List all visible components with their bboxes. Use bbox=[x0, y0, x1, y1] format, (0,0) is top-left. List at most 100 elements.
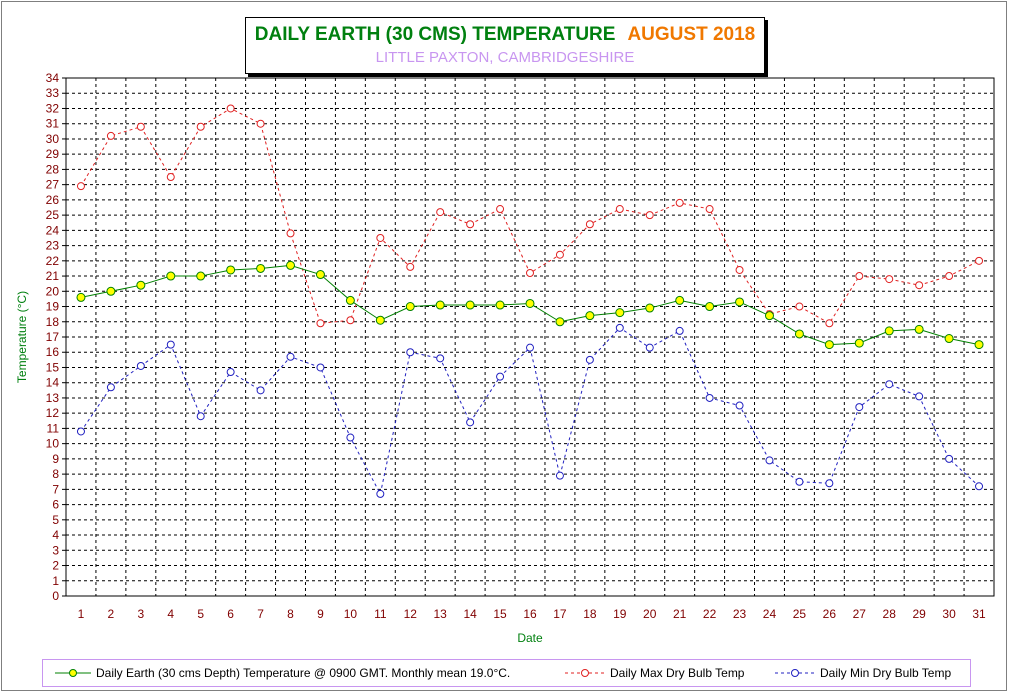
legend-label-max: Daily Max Dry Bulb Temp bbox=[610, 666, 745, 680]
data-point-earth bbox=[794, 329, 804, 339]
title-box: DAILY EARTH (30 CMS) TEMPERATURE AUGUST 2… bbox=[245, 17, 765, 74]
data-point-earth bbox=[76, 292, 86, 302]
data-point-earth bbox=[166, 271, 176, 281]
x-tick-label: 23 bbox=[733, 607, 747, 621]
data-point-min bbox=[496, 372, 505, 381]
title-main: DAILY EARTH (30 CMS) TEMPERATURE bbox=[254, 24, 616, 45]
data-point-max bbox=[795, 302, 804, 311]
y-tick-label: 5 bbox=[52, 513, 59, 527]
data-point-min bbox=[765, 456, 774, 465]
data-point-earth bbox=[854, 338, 864, 348]
y-tick-label: 34 bbox=[46, 71, 60, 85]
data-point-max bbox=[166, 173, 175, 182]
y-tick-label: 15 bbox=[46, 360, 60, 374]
y-tick-label: 22 bbox=[46, 254, 60, 268]
data-point-max bbox=[885, 275, 894, 284]
y-tick-label: 19 bbox=[46, 300, 60, 314]
data-point-min bbox=[526, 343, 534, 352]
data-point-max bbox=[286, 229, 295, 238]
data-point-earth bbox=[675, 295, 685, 305]
x-tick-label: 5 bbox=[197, 607, 204, 621]
data-point-earth bbox=[435, 300, 445, 310]
data-point-min bbox=[196, 412, 205, 421]
y-tick-label: 14 bbox=[46, 376, 60, 390]
y-tick-label: 3 bbox=[52, 543, 59, 557]
legend-item-min: Daily Min Dry Bulb Temp bbox=[773, 660, 951, 686]
chart-title: DAILY EARTH (30 CMS) TEMPERATURE AUGUST 2… bbox=[246, 24, 764, 46]
y-tick-label: 30 bbox=[46, 132, 60, 146]
title-month: AUGUST 2018 bbox=[627, 24, 756, 45]
data-point-min bbox=[975, 482, 984, 491]
x-tick-label: 4 bbox=[167, 607, 174, 621]
data-point-earth bbox=[106, 286, 116, 296]
data-point-max bbox=[226, 104, 235, 113]
y-tick-label: 0 bbox=[52, 589, 59, 603]
data-point-min bbox=[466, 418, 475, 427]
y-tick-label: 27 bbox=[46, 178, 60, 192]
x-tick-label: 13 bbox=[434, 607, 448, 621]
data-point-min bbox=[615, 323, 624, 332]
data-point-min bbox=[76, 427, 85, 436]
y-tick-label: 9 bbox=[52, 452, 59, 466]
y-tick-label: 32 bbox=[46, 101, 60, 115]
y-tick-label: 29 bbox=[46, 147, 60, 161]
data-point-max bbox=[915, 281, 924, 290]
data-point-min bbox=[106, 383, 115, 392]
data-point-min bbox=[885, 380, 894, 389]
x-tick-label: 20 bbox=[643, 607, 657, 621]
data-point-earth bbox=[705, 302, 715, 312]
data-point-min bbox=[166, 340, 175, 349]
y-tick-label: 23 bbox=[46, 239, 60, 253]
x-tick-label: 17 bbox=[553, 607, 567, 621]
data-point-earth bbox=[345, 295, 355, 305]
data-point-earth bbox=[405, 302, 415, 312]
data-point-min bbox=[645, 343, 654, 352]
legend-swatch-min bbox=[775, 669, 815, 677]
data-point-earth bbox=[764, 311, 774, 321]
data-point-max bbox=[346, 316, 355, 325]
y-axis-label: Temperature (°C) bbox=[15, 291, 29, 383]
data-point-earth bbox=[226, 265, 236, 275]
x-tick-label: 22 bbox=[703, 607, 717, 621]
data-point-max bbox=[136, 122, 145, 131]
legend-swatch-earth bbox=[55, 669, 91, 677]
plot-border bbox=[65, 77, 995, 597]
x-tick-label: 27 bbox=[853, 607, 867, 621]
data-point-min bbox=[915, 392, 924, 401]
y-tick-label: 13 bbox=[46, 391, 60, 405]
data-point-max bbox=[975, 256, 984, 265]
data-point-max bbox=[76, 182, 85, 191]
data-point-earth bbox=[256, 263, 266, 273]
data-point-earth bbox=[286, 260, 296, 270]
y-tick-label: 2 bbox=[52, 559, 59, 573]
legend-item-max: Daily Max Dry Bulb Temp bbox=[563, 660, 744, 686]
data-point-min bbox=[795, 477, 804, 486]
x-tick-label: 9 bbox=[317, 607, 324, 621]
y-tick-label: 33 bbox=[46, 86, 60, 100]
x-tick-label: 29 bbox=[912, 607, 926, 621]
y-tick-label: 25 bbox=[46, 208, 60, 222]
data-point-max bbox=[436, 208, 445, 217]
data-point-min bbox=[585, 355, 594, 364]
data-point-earth bbox=[196, 271, 206, 281]
data-point-max bbox=[735, 265, 744, 274]
data-point-min bbox=[735, 401, 744, 410]
data-point-min bbox=[555, 471, 564, 480]
data-point-earth bbox=[944, 334, 954, 344]
data-point-min bbox=[675, 326, 684, 335]
data-point-max bbox=[945, 272, 954, 281]
data-point-earth bbox=[615, 308, 625, 318]
data-point-max bbox=[316, 319, 325, 328]
x-tick-label: 31 bbox=[972, 607, 986, 621]
x-tick-label: 3 bbox=[137, 607, 144, 621]
data-point-max bbox=[855, 272, 864, 281]
data-point-min bbox=[316, 363, 325, 372]
data-point-max bbox=[256, 119, 265, 128]
data-point-max bbox=[496, 205, 505, 214]
chart-subtitle: LITTLE PAXTON, CAMBRIDGESHIRE bbox=[375, 49, 635, 66]
x-tick-label: 26 bbox=[823, 607, 837, 621]
data-point-min bbox=[136, 361, 145, 370]
data-point-max bbox=[675, 198, 684, 207]
data-point-earth bbox=[884, 326, 894, 336]
legend-swatch-max bbox=[565, 669, 605, 677]
